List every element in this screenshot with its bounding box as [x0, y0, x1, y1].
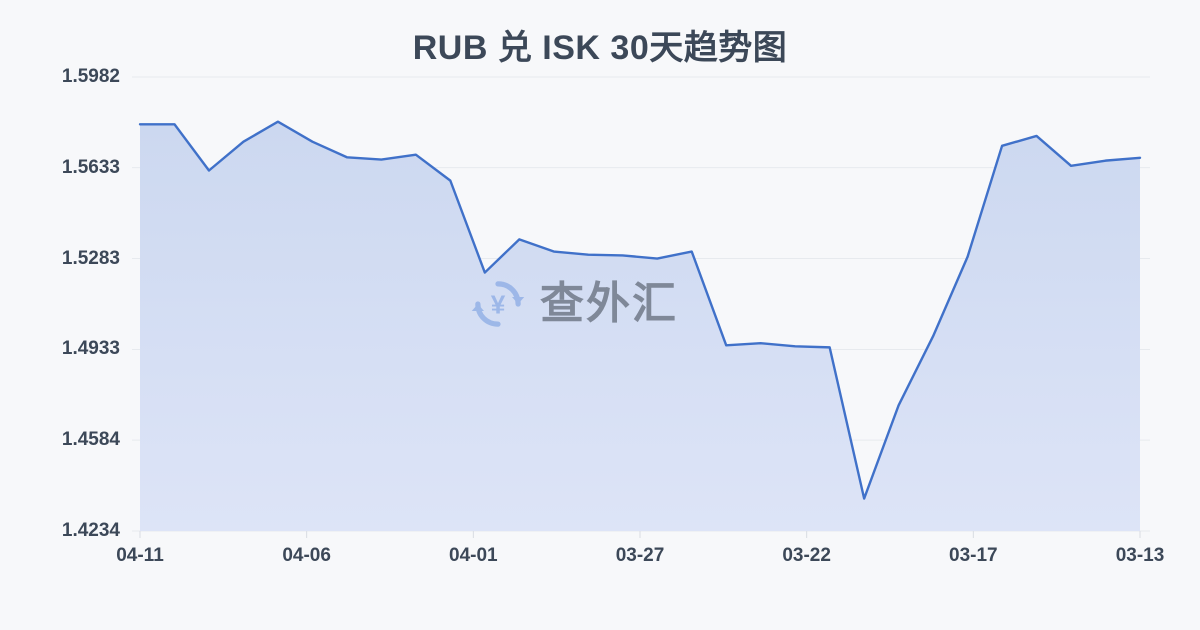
y-axis-tick-label: 1.4234 [61, 520, 120, 541]
data-line [138, 120, 1142, 500]
x-axis-tick-label: 04-11 [116, 545, 164, 566]
y-axis-tick-label: 1.5633 [61, 156, 120, 178]
x-axis-tick-label: 03-22 [782, 545, 831, 566]
x-axis-tick-label: 04-01 [449, 545, 498, 566]
y-axis-tick-label: 1.4584 [61, 429, 120, 451]
chart-title: RUB 兑 ISK 30天趋势图 [412, 29, 788, 67]
x-axis-tick-label: 03-17 [949, 545, 998, 566]
x-axis-ticks [139, 531, 1141, 538]
y-axis-tick-label: 1.4933 [61, 338, 120, 360]
x-axis-tick-label: 03-27 [615, 545, 665, 566]
y-axis-tick-label: 1.5283 [61, 247, 120, 269]
x-axis-tick-label: 03-13 [1115, 545, 1165, 566]
y-axis-tick-label: 1.5982 [61, 66, 120, 87]
x-axis-tick-label: 04-06 [282, 545, 331, 566]
